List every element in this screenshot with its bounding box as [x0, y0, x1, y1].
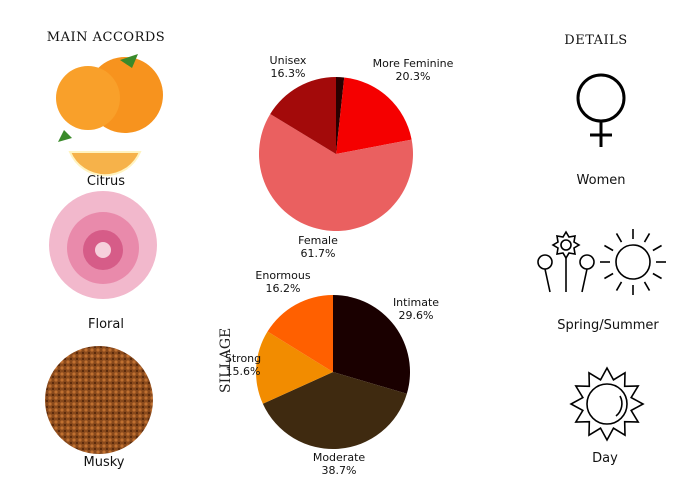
- pie-slice-female: [259, 113, 413, 232]
- gender-pie: [259, 77, 413, 232]
- musk-granules-image: [45, 346, 153, 454]
- detail-label-season: Spring/Summer: [557, 318, 659, 333]
- pie-slice-more-feminine: [336, 77, 412, 154]
- pie-slice-other: [336, 77, 345, 154]
- pie-slice-intimate: [333, 295, 411, 394]
- sillage-axis-title: SILLAGE: [218, 327, 234, 393]
- pie-slice-enormous: [267, 295, 333, 372]
- sun-icon: [569, 366, 645, 442]
- slice-label-more-feminine: More Feminine 20.3%: [372, 57, 454, 83]
- slice-label-intimate: Intimate 29.6%: [392, 296, 440, 322]
- slice-label-enormous: Enormous 16.2%: [255, 269, 311, 295]
- flowers-sun-icon: [537, 229, 666, 295]
- slice-label-unisex: Unisex 16.3%: [269, 54, 307, 80]
- accord-label-floral: Floral: [88, 317, 124, 332]
- pie-slice-unisex: [270, 77, 336, 154]
- detail-label-gender: Women: [576, 173, 626, 188]
- pie-slice-strong: [256, 331, 333, 404]
- main-accords-title: MAIN ACCORDS: [46, 30, 166, 45]
- sillage-pie: [256, 295, 411, 449]
- slice-label-strong: Strong 15.6%: [224, 352, 262, 378]
- tangerine-image: [56, 54, 163, 177]
- accord-label-citrus: Citrus: [86, 174, 126, 189]
- pie-slice-moderate: [262, 372, 407, 449]
- details-title: DETAILS: [564, 33, 628, 48]
- peony-image: [49, 191, 157, 299]
- detail-label-time: Day: [592, 451, 618, 466]
- slice-label-female: Female 61.7%: [298, 234, 338, 260]
- slice-label-moderate: Moderate 38.7%: [312, 451, 366, 477]
- venus-icon: [576, 73, 626, 147]
- accord-label-musky: Musky: [83, 455, 125, 470]
